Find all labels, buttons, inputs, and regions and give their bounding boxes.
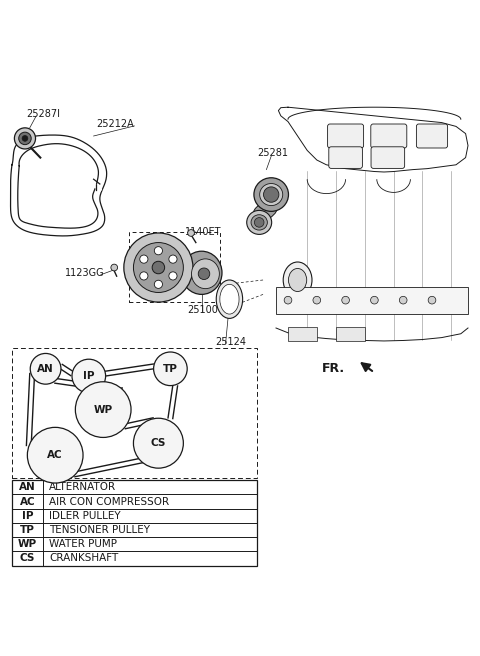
Text: CRANKSHAFT: CRANKSHAFT bbox=[49, 554, 118, 564]
Ellipse shape bbox=[254, 178, 288, 211]
Ellipse shape bbox=[192, 259, 219, 289]
Circle shape bbox=[155, 280, 162, 289]
Ellipse shape bbox=[220, 284, 239, 314]
Circle shape bbox=[72, 359, 106, 393]
FancyBboxPatch shape bbox=[371, 147, 405, 169]
Circle shape bbox=[169, 255, 177, 263]
Bar bbox=[12, 348, 257, 478]
Circle shape bbox=[154, 352, 187, 386]
Text: WP: WP bbox=[18, 539, 37, 549]
Bar bbox=[12, 480, 257, 565]
Circle shape bbox=[133, 419, 183, 468]
Circle shape bbox=[27, 427, 83, 483]
Circle shape bbox=[75, 382, 131, 438]
Bar bbox=[129, 232, 220, 302]
Bar bbox=[336, 327, 365, 341]
Circle shape bbox=[19, 132, 31, 144]
Text: 25100: 25100 bbox=[187, 305, 218, 315]
Text: IP: IP bbox=[83, 371, 95, 381]
Text: AN: AN bbox=[37, 364, 54, 374]
Ellipse shape bbox=[260, 184, 283, 205]
Ellipse shape bbox=[247, 211, 272, 234]
Circle shape bbox=[313, 297, 321, 304]
Circle shape bbox=[155, 247, 162, 255]
Ellipse shape bbox=[253, 201, 277, 220]
Circle shape bbox=[198, 268, 210, 279]
FancyBboxPatch shape bbox=[327, 124, 364, 148]
Circle shape bbox=[30, 354, 61, 384]
Circle shape bbox=[428, 297, 436, 304]
Circle shape bbox=[22, 136, 28, 141]
Circle shape bbox=[254, 218, 264, 227]
Text: CS: CS bbox=[20, 554, 36, 564]
Circle shape bbox=[14, 128, 36, 149]
Circle shape bbox=[140, 272, 148, 280]
Text: 25287I: 25287I bbox=[26, 110, 60, 119]
Ellipse shape bbox=[288, 268, 307, 291]
Circle shape bbox=[284, 297, 292, 304]
Text: AC: AC bbox=[48, 450, 63, 461]
Text: IP: IP bbox=[22, 511, 33, 521]
Text: TP: TP bbox=[163, 364, 178, 374]
FancyBboxPatch shape bbox=[417, 124, 447, 148]
Text: TP: TP bbox=[20, 525, 35, 535]
Circle shape bbox=[399, 297, 407, 304]
Circle shape bbox=[169, 272, 177, 280]
Circle shape bbox=[124, 233, 193, 302]
Circle shape bbox=[111, 264, 118, 271]
Text: AIR CON COMPRESSOR: AIR CON COMPRESSOR bbox=[49, 497, 169, 506]
Circle shape bbox=[188, 230, 194, 236]
Circle shape bbox=[264, 187, 279, 202]
FancyBboxPatch shape bbox=[371, 124, 407, 148]
Text: AC: AC bbox=[20, 497, 36, 506]
Text: WP: WP bbox=[94, 405, 113, 415]
Text: 1140ET: 1140ET bbox=[185, 227, 221, 237]
Ellipse shape bbox=[216, 280, 242, 318]
Circle shape bbox=[133, 243, 183, 293]
Ellipse shape bbox=[181, 251, 222, 295]
Circle shape bbox=[140, 255, 148, 263]
Circle shape bbox=[371, 297, 378, 304]
Ellipse shape bbox=[283, 262, 312, 298]
Bar bbox=[288, 327, 317, 341]
Text: FR.: FR. bbox=[322, 362, 345, 375]
Text: TENSIONER PULLEY: TENSIONER PULLEY bbox=[49, 525, 150, 535]
Text: CS: CS bbox=[151, 438, 166, 448]
Ellipse shape bbox=[251, 215, 267, 230]
Text: 25281: 25281 bbox=[257, 148, 288, 158]
Circle shape bbox=[342, 297, 349, 304]
Text: ALTERNATOR: ALTERNATOR bbox=[49, 482, 116, 492]
Circle shape bbox=[152, 261, 165, 274]
FancyBboxPatch shape bbox=[329, 147, 362, 169]
Text: IDLER PULLEY: IDLER PULLEY bbox=[49, 511, 120, 521]
Text: 25124: 25124 bbox=[215, 337, 246, 348]
Text: 25212A: 25212A bbox=[96, 119, 134, 129]
Bar bbox=[276, 287, 468, 314]
Text: AN: AN bbox=[19, 482, 36, 492]
Text: WATER PUMP: WATER PUMP bbox=[49, 539, 117, 549]
Text: 1123GG: 1123GG bbox=[65, 268, 105, 277]
Text: 25221: 25221 bbox=[142, 291, 173, 300]
